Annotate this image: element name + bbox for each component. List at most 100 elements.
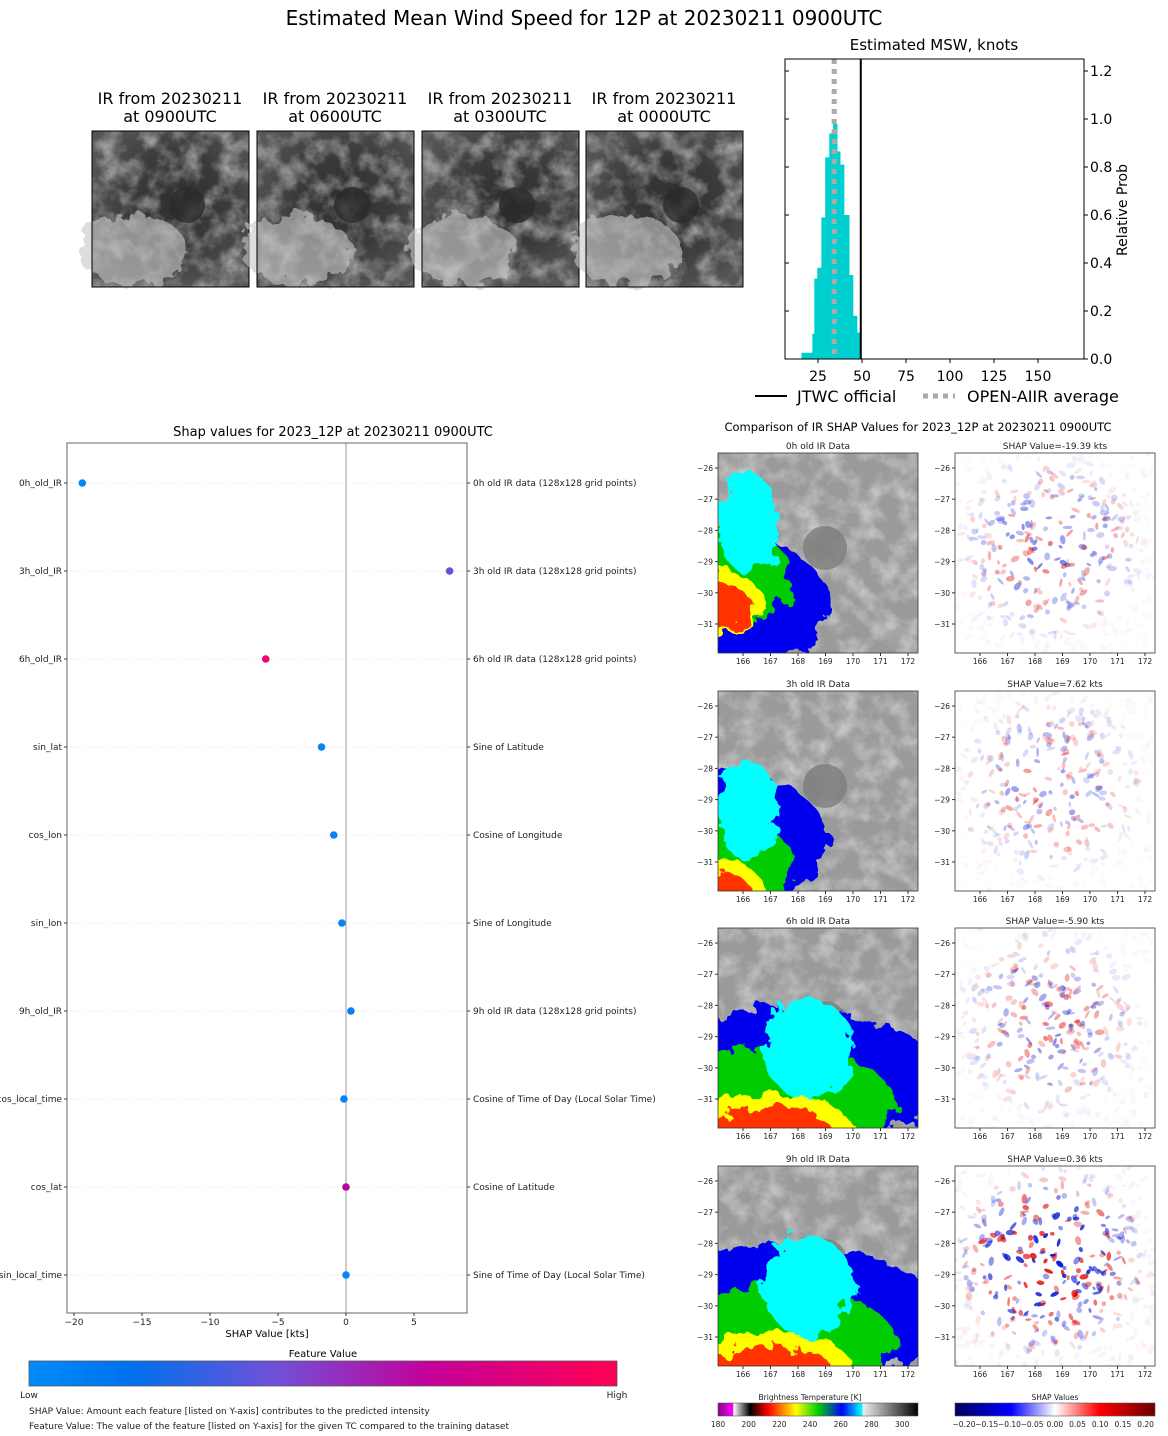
shap-cell	[1014, 797, 1020, 803]
lon-tick-label: 172	[901, 657, 916, 666]
shap-cell	[1004, 779, 1010, 787]
shap-cell	[1054, 1349, 1060, 1358]
shap-cell	[1073, 1291, 1079, 1298]
shap-map-panel: SHAP Value=0.36 kts −26 −27 −28 −29 −30 −31 166…	[934, 1155, 1156, 1379]
lon-tick-label: 166	[973, 1370, 988, 1379]
shap-cell	[1125, 1337, 1130, 1342]
histogram-bar	[844, 215, 850, 359]
shap-cell	[1099, 1327, 1106, 1333]
shap-cell	[1072, 866, 1080, 873]
shap-cell	[990, 600, 996, 606]
shap-cell	[1025, 520, 1032, 529]
shap-cell	[1082, 530, 1086, 541]
shap-cell	[1034, 1358, 1039, 1366]
shap-cell	[1000, 806, 1007, 813]
lon-tick-label: 172	[901, 895, 916, 904]
shap-cell	[1005, 737, 1011, 746]
shap-cell	[1044, 598, 1050, 606]
shap-cell	[1063, 572, 1067, 578]
shap-cell	[999, 1074, 1007, 1078]
shap-cell	[1134, 1276, 1141, 1285]
ir-image-panel: 9h old IR Data −26 −27 −28 −29 −30 −31 166 167 16…	[697, 1155, 919, 1379]
shap-cell	[1046, 488, 1052, 494]
shap-cell	[997, 1027, 1004, 1034]
shap-cell	[1045, 741, 1052, 748]
lon-tick-label: 172	[901, 1132, 916, 1141]
shap-cell	[1063, 986, 1073, 992]
shap-cell	[1077, 818, 1084, 824]
shap-cell	[1071, 587, 1075, 595]
shap-cell	[1047, 979, 1053, 990]
shap-cell	[987, 601, 992, 607]
lon-tick-label: 167	[763, 1370, 778, 1379]
shap-cell	[964, 779, 970, 785]
shap-cell	[1037, 1302, 1046, 1307]
shap-cell	[1072, 989, 1082, 995]
shap-cell	[1042, 465, 1048, 472]
y-tick-label: 0.8	[1090, 160, 1112, 176]
shap-cell	[1046, 746, 1056, 751]
shap-cell	[1043, 931, 1049, 937]
shap-cell	[1010, 1011, 1018, 1018]
shap-cell	[1106, 1263, 1113, 1271]
shap-cell	[1003, 832, 1010, 840]
shap-cell	[1090, 496, 1096, 501]
shap-cell	[1032, 797, 1039, 803]
shap-cell	[1149, 1247, 1155, 1252]
feature-description: Sine of Longitude	[473, 919, 552, 929]
shap-cell	[1081, 1179, 1087, 1184]
shap-cell	[985, 1003, 990, 1009]
lon-tick-label: 166	[736, 1132, 751, 1141]
shap-tick-label: 0.10	[1092, 1420, 1109, 1429]
histogram-bar	[849, 275, 854, 359]
shap-cell	[1101, 993, 1109, 999]
shap-cell	[1005, 805, 1014, 811]
shap-cell	[1052, 691, 1062, 696]
shap-cell	[1057, 1079, 1063, 1087]
shap-cell	[968, 808, 972, 816]
shap-cell	[1100, 1223, 1107, 1228]
shap-cell	[1082, 1104, 1086, 1112]
shap-cell	[1086, 730, 1094, 739]
lat-tick-label: −26	[697, 939, 713, 948]
shap-cell	[1047, 1320, 1053, 1326]
shap-cell	[1112, 1323, 1116, 1331]
shap-cell	[1078, 707, 1084, 716]
lat-tick-label: −31	[934, 1095, 950, 1104]
shap-cell	[969, 1339, 978, 1345]
shap-cell	[1027, 1182, 1033, 1188]
shap-cell	[1081, 604, 1087, 610]
shap-cell	[1061, 855, 1067, 860]
shap-cell	[959, 752, 968, 759]
lon-tick-label: 170	[1083, 1370, 1098, 1379]
shap-cell	[1051, 1213, 1056, 1218]
lon-tick-label: 169	[1055, 1132, 1070, 1141]
shap-cell	[999, 790, 1005, 796]
shap-cell	[981, 988, 990, 994]
shap-panel-title: SHAP Value=-19.39 kts	[1003, 442, 1108, 452]
shap-cell	[1018, 580, 1023, 585]
shap-cell	[1150, 1289, 1155, 1295]
shap-cell	[1093, 1079, 1100, 1087]
shap-cell	[1086, 1269, 1091, 1275]
shap-cell	[1100, 1077, 1109, 1086]
shap-cell	[975, 1206, 982, 1214]
shap-cell	[1037, 943, 1044, 949]
shap-cell	[1032, 1219, 1039, 1225]
shap-cell	[1059, 617, 1067, 624]
lon-tick-label: 169	[818, 1132, 833, 1141]
shap-cell	[969, 1059, 979, 1066]
shap-cell	[1102, 516, 1107, 523]
shap-cell	[1021, 932, 1028, 942]
shap-cell	[1084, 839, 1090, 847]
shap-cell	[1032, 1324, 1040, 1331]
shap-cell	[1132, 1296, 1140, 1304]
comparison-title: Comparison of IR SHAP Values for 2023_12…	[724, 420, 1111, 434]
lon-tick-label: 172	[901, 1370, 916, 1379]
shap-cell	[1010, 500, 1016, 506]
shap-cell	[1067, 822, 1071, 830]
shap-cell	[1084, 1047, 1089, 1051]
y-tick-label: 0.4	[1090, 256, 1112, 272]
shap-cell	[1111, 974, 1121, 981]
shap-cell	[965, 1294, 970, 1303]
